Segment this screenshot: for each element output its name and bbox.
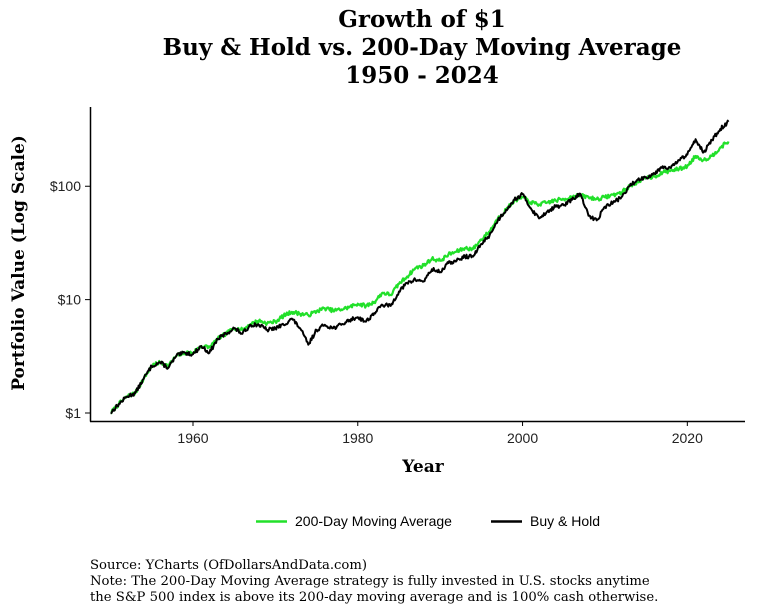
chart-title-line-3: 1950 - 2024 <box>345 62 499 89</box>
x-tick-label: 2020 <box>672 430 703 446</box>
y-tick-label: $10 <box>58 292 82 308</box>
note-line-2: the S&P 500 index is above its 200-day m… <box>90 590 658 605</box>
chart-title-line-2: Buy & Hold vs. 200-Day Moving Average <box>163 34 682 61</box>
chart-title-line-1: Growth of $1 <box>338 6 506 33</box>
legend-label-200-day-moving-average: 200-Day Moving Average <box>295 513 452 529</box>
x-tick-label: 1980 <box>342 430 373 446</box>
legend: 200-Day Moving Average Buy & Hold <box>256 513 600 529</box>
series-line-200-day-moving-average <box>110 141 730 415</box>
y-axis-ticks: $1 $10 $100 <box>50 178 90 421</box>
y-tick-label: $1 <box>65 405 81 421</box>
x-axis-ticks: 1960 1980 2000 2020 <box>177 421 703 446</box>
x-tick-label: 1960 <box>177 430 208 446</box>
series-line-buy-and-hold <box>110 119 730 415</box>
legend-label-buy-and-hold: Buy & Hold <box>530 513 600 529</box>
y-axis-title: Portfolio Value (Log Scale) <box>9 135 29 391</box>
x-tick-label: 2000 <box>507 430 538 446</box>
note-line-1: Note: The 200-Day Moving Average strateg… <box>90 574 650 589</box>
y-tick-label: $100 <box>50 178 81 194</box>
x-axis-title: Year <box>401 457 444 477</box>
source-caption: Source: YCharts (OfDollarsAndData.com) <box>90 558 367 573</box>
